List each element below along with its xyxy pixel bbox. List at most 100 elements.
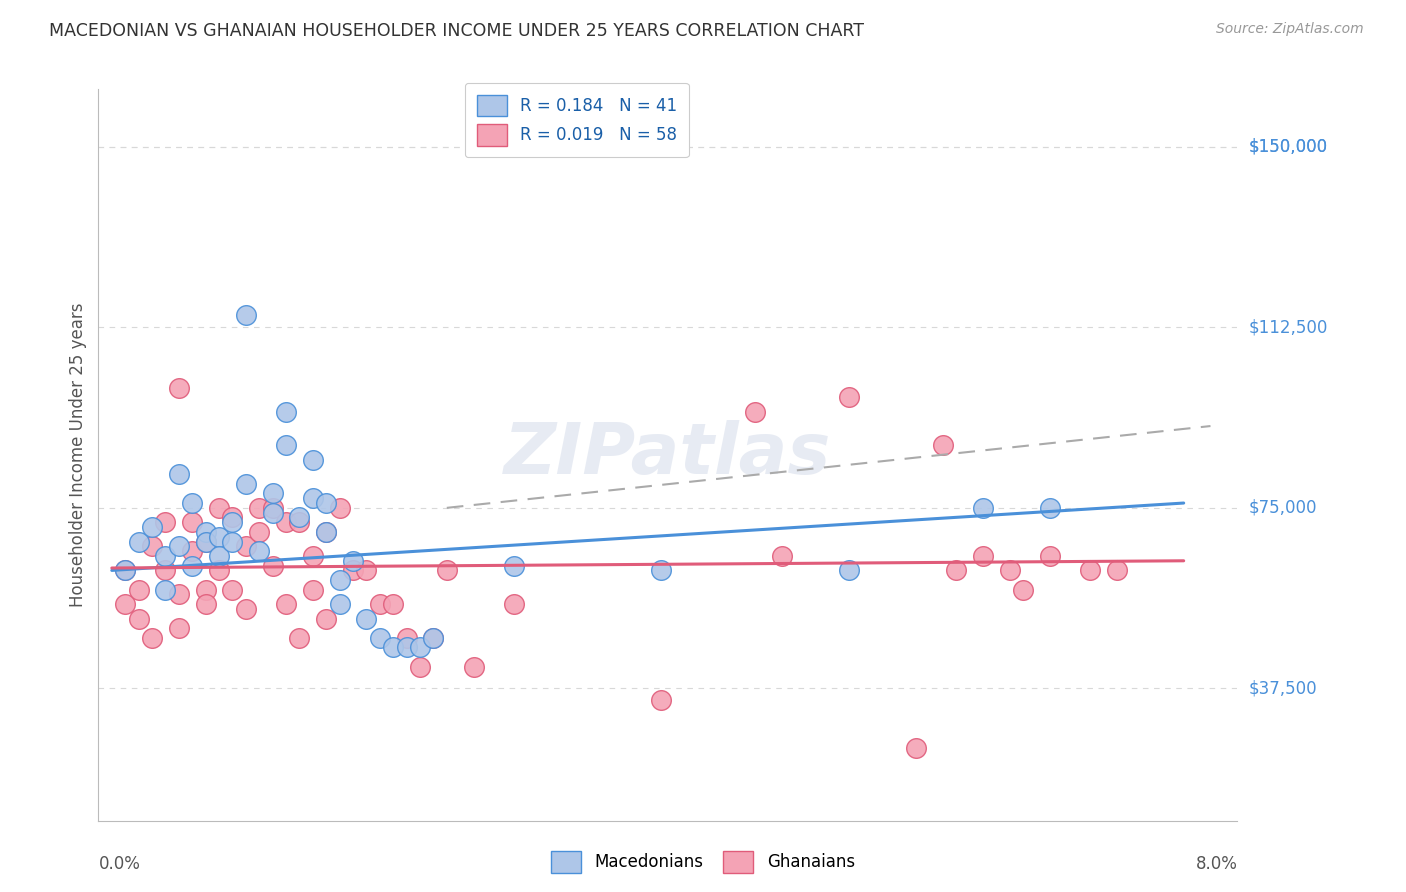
- Point: [167, 621, 190, 635]
- Point: [128, 582, 150, 597]
- Point: [194, 534, 217, 549]
- Point: [463, 659, 485, 673]
- Point: [382, 597, 405, 611]
- Legend: Macedonians, Ghanaians: Macedonians, Ghanaians: [544, 845, 862, 880]
- Text: $150,000: $150,000: [1249, 138, 1327, 156]
- Point: [194, 597, 217, 611]
- Point: [274, 438, 297, 452]
- Point: [274, 404, 297, 418]
- Point: [247, 524, 270, 539]
- Point: [141, 631, 163, 645]
- Point: [409, 659, 432, 673]
- Point: [395, 640, 418, 655]
- Text: $37,500: $37,500: [1249, 680, 1317, 698]
- Point: [342, 554, 364, 568]
- Point: [1105, 563, 1128, 577]
- Point: [904, 741, 927, 756]
- Point: [208, 500, 231, 515]
- Point: [436, 563, 458, 577]
- Text: ZIPatlas: ZIPatlas: [505, 420, 831, 490]
- Point: [262, 500, 284, 515]
- Point: [422, 631, 444, 645]
- Point: [155, 549, 177, 563]
- Text: $150,000: $150,000: [1249, 138, 1327, 156]
- Point: [368, 631, 391, 645]
- Point: [208, 563, 231, 577]
- Point: [288, 516, 311, 530]
- Point: [155, 563, 177, 577]
- Point: [141, 520, 163, 534]
- Point: [931, 438, 953, 452]
- Text: 0.0%: 0.0%: [98, 855, 141, 873]
- Point: [301, 452, 323, 467]
- Point: [422, 631, 444, 645]
- Point: [155, 516, 177, 530]
- Point: [972, 549, 994, 563]
- Point: [262, 486, 284, 500]
- Point: [155, 582, 177, 597]
- Point: [221, 534, 243, 549]
- Point: [235, 602, 257, 616]
- Point: [972, 500, 994, 515]
- Text: $75,000: $75,000: [1249, 499, 1317, 516]
- Point: [1039, 500, 1062, 515]
- Point: [194, 534, 217, 549]
- Point: [141, 539, 163, 553]
- Point: [235, 309, 257, 323]
- Point: [998, 563, 1021, 577]
- Text: $112,500: $112,500: [1249, 318, 1327, 336]
- Point: [315, 496, 337, 510]
- Point: [838, 563, 860, 577]
- Point: [262, 558, 284, 573]
- Point: [650, 693, 672, 707]
- Text: 8.0%: 8.0%: [1195, 855, 1237, 873]
- Point: [288, 510, 311, 524]
- Point: [128, 534, 150, 549]
- Point: [1078, 563, 1101, 577]
- Point: [744, 404, 766, 418]
- Point: [128, 611, 150, 625]
- Point: [181, 516, 204, 530]
- Point: [315, 524, 337, 539]
- Point: [502, 558, 524, 573]
- Point: [838, 390, 860, 404]
- Text: MACEDONIAN VS GHANAIAN HOUSEHOLDER INCOME UNDER 25 YEARS CORRELATION CHART: MACEDONIAN VS GHANAIAN HOUSEHOLDER INCOM…: [49, 22, 865, 40]
- Point: [329, 500, 352, 515]
- Point: [502, 597, 524, 611]
- Point: [181, 544, 204, 558]
- Point: [167, 467, 190, 482]
- Point: [221, 582, 243, 597]
- Legend: R = 0.184   N = 41, R = 0.019   N = 58: R = 0.184 N = 41, R = 0.019 N = 58: [465, 83, 689, 157]
- Point: [770, 549, 793, 563]
- Point: [167, 587, 190, 601]
- Point: [650, 563, 672, 577]
- Point: [368, 597, 391, 611]
- Point: [262, 506, 284, 520]
- Y-axis label: Householder Income Under 25 years: Householder Income Under 25 years: [69, 302, 87, 607]
- Point: [315, 611, 337, 625]
- Point: [208, 530, 231, 544]
- Text: Source: ZipAtlas.com: Source: ZipAtlas.com: [1216, 22, 1364, 37]
- Point: [114, 563, 136, 577]
- Point: [274, 516, 297, 530]
- Point: [247, 500, 270, 515]
- Point: [221, 510, 243, 524]
- Point: [301, 491, 323, 506]
- Point: [356, 563, 378, 577]
- Point: [342, 563, 364, 577]
- Point: [382, 640, 405, 655]
- Point: [247, 544, 270, 558]
- Point: [181, 558, 204, 573]
- Point: [329, 597, 352, 611]
- Point: [235, 539, 257, 553]
- Point: [1012, 582, 1035, 597]
- Point: [356, 611, 378, 625]
- Point: [221, 516, 243, 530]
- Point: [395, 631, 418, 645]
- Point: [945, 563, 967, 577]
- Point: [301, 549, 323, 563]
- Point: [194, 524, 217, 539]
- Point: [167, 539, 190, 553]
- Point: [329, 573, 352, 587]
- Point: [194, 582, 217, 597]
